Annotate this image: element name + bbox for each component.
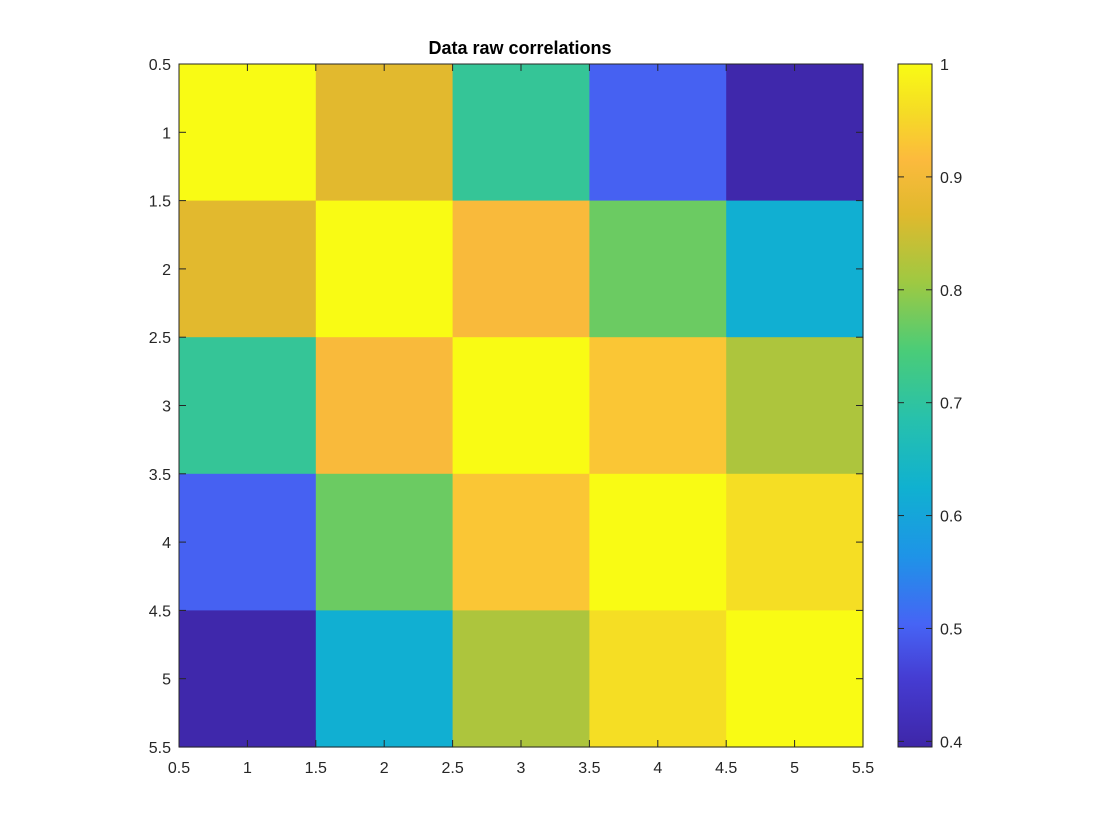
heatmap-cell-r3-c1 bbox=[179, 337, 317, 475]
colorbar-tick-label: 1 bbox=[940, 57, 949, 74]
heatmap-cell-r2-c3 bbox=[452, 200, 590, 338]
heatmap-cell-r3-c4 bbox=[589, 337, 727, 475]
heatmap-cell-r4-c3 bbox=[452, 473, 590, 611]
heatmap-cell-r4-c1 bbox=[179, 473, 317, 611]
heatmap-cell-r1-c4 bbox=[589, 64, 727, 202]
heatmap-cell-r2-c5 bbox=[726, 200, 864, 338]
x-tick-label: 5 bbox=[790, 760, 799, 777]
heatmap-cell-r2-c1 bbox=[179, 200, 317, 338]
y-tick-label: 5 bbox=[162, 672, 171, 689]
heatmap-cell-r3-c5 bbox=[726, 337, 864, 475]
heatmap-cell-r5-c4 bbox=[589, 610, 727, 748]
x-tick-label: 2.5 bbox=[441, 760, 463, 777]
x-tick-label: 1 bbox=[243, 760, 252, 777]
x-tick-label: 3.5 bbox=[578, 760, 600, 777]
heatmap-cell-r3-c3 bbox=[452, 337, 590, 475]
heatmap-cells bbox=[179, 64, 864, 748]
heatmap-cell-r4-c2 bbox=[315, 473, 454, 611]
x-tick-label: 4 bbox=[653, 760, 662, 777]
heatmap-cell-r5-c1 bbox=[179, 610, 317, 748]
colorbar-tick-label: 0.8 bbox=[940, 283, 962, 300]
x-tick-label: 2 bbox=[380, 760, 389, 777]
heatmap-cell-r4-c5 bbox=[726, 473, 864, 611]
y-tick-label: 3 bbox=[162, 399, 171, 416]
heatmap-cell-r5-c3 bbox=[452, 610, 590, 748]
y-tick-label: 5.5 bbox=[149, 740, 171, 757]
colorbar-tick-label: 0.5 bbox=[940, 621, 962, 638]
colorbar-tick-label: 0.6 bbox=[940, 509, 962, 526]
x-tick-label: 1.5 bbox=[305, 760, 327, 777]
colorbar-tick-label: 0.4 bbox=[940, 734, 962, 751]
colorbar-gradient bbox=[897, 63, 933, 748]
x-tick-label: 4.5 bbox=[715, 760, 737, 777]
heatmap-cell-r5-c5 bbox=[726, 610, 864, 748]
heatmap-cell-r1-c2 bbox=[315, 64, 454, 202]
colorbar-tick-label: 0.9 bbox=[940, 170, 962, 187]
heatmap-cell-r3-c2 bbox=[315, 337, 454, 475]
heatmap-cell-r4-c4 bbox=[589, 473, 727, 611]
colorbar: 0.4 0.5 0.6 0.7 0.8 0.9 1 bbox=[897, 57, 962, 751]
x-tick-label: 0.5 bbox=[168, 760, 190, 777]
x-tick-label: 5.5 bbox=[852, 760, 874, 777]
y-tick-label: 4 bbox=[162, 535, 171, 552]
heatmap-cell-r1-c5 bbox=[726, 64, 864, 202]
heatmap-cell-r2-c4 bbox=[589, 200, 727, 338]
y-tick-label: 1 bbox=[162, 125, 171, 142]
heatmap-cell-r5-c2 bbox=[315, 610, 454, 748]
y-tick-label: 2.5 bbox=[149, 330, 171, 347]
heatmap-cell-r1-c3 bbox=[452, 64, 590, 202]
y-tick-label: 1.5 bbox=[149, 194, 171, 211]
x-tick-label: 3 bbox=[517, 760, 526, 777]
heatmap-cell-r1-c1 bbox=[179, 64, 317, 202]
chart-title: Data raw correlations bbox=[428, 38, 611, 58]
y-tick-label: 4.5 bbox=[149, 603, 171, 620]
y-axis: 0.5 1 1.5 2 2.5 3 3.5 4 4.5 5 5.5 bbox=[149, 57, 863, 757]
y-tick-label: 2 bbox=[162, 262, 171, 279]
heatmap-cell-r2-c2 bbox=[315, 200, 454, 338]
colorbar-tick-label: 0.7 bbox=[940, 396, 962, 413]
x-axis: 0.5 1 1.5 2 2.5 3 3.5 4 4.5 5 5.5 bbox=[168, 64, 874, 777]
y-tick-label: 3.5 bbox=[149, 467, 171, 484]
y-tick-label: 0.5 bbox=[149, 57, 171, 74]
